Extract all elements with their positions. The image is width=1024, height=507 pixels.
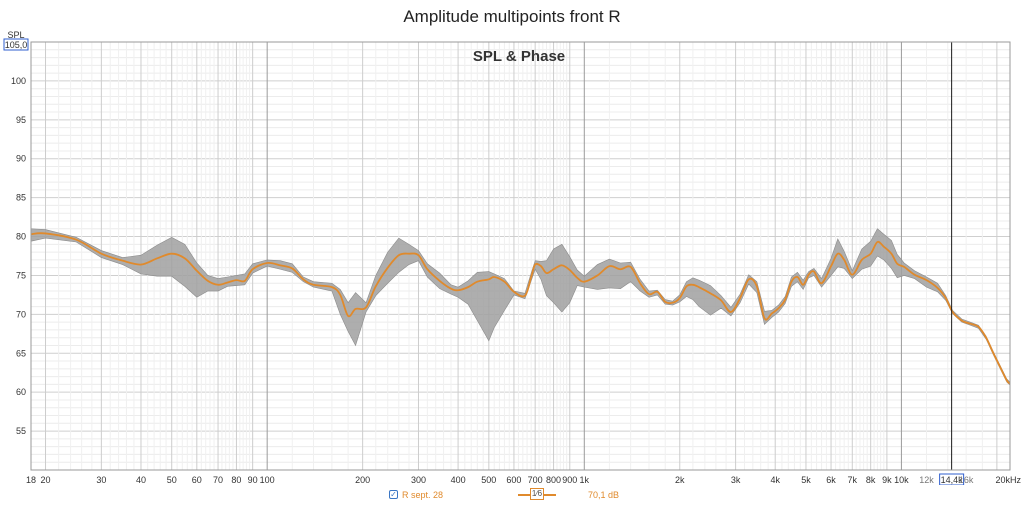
cursor[interactable]: 14,4k	[939, 42, 965, 485]
y-tick-label: 90	[16, 154, 26, 164]
y-readout-value: 105,0	[5, 40, 28, 50]
cursor-readout-value: 14,4k	[941, 475, 964, 485]
x-tick-label: 100	[260, 475, 275, 485]
spl-line[interactable]	[30, 232, 1011, 385]
x-tick-label: 8k	[866, 475, 876, 485]
x-tick-label: 90	[248, 475, 258, 485]
x-unit-label: 20kHz	[995, 475, 1021, 485]
legend-smoothing-badge[interactable]: 1⁄6	[518, 488, 556, 500]
grid	[30, 42, 1011, 470]
y-tick-label: 85	[16, 193, 26, 203]
x-tick-label: 12k	[919, 475, 934, 485]
y-tick-label: 70	[16, 309, 26, 319]
x-tick-label: 80	[231, 475, 241, 485]
y-axis-label: SPL	[7, 30, 24, 40]
x-tick-label: 16k	[959, 475, 974, 485]
y-readout-box[interactable]	[3, 38, 29, 51]
x-tick-label: 300	[411, 475, 426, 485]
y-tick-label: 55	[16, 426, 26, 436]
legend-series-name[interactable]: R sept. 28	[402, 490, 444, 500]
x-tick-label: 60	[192, 475, 202, 485]
smoothing-label: 1⁄6	[530, 488, 544, 500]
x-tick-label: 7k	[848, 475, 858, 485]
y-tick-label: 60	[16, 387, 26, 397]
legend-level: 70,1 dB	[588, 490, 620, 500]
y-tick-label: 75	[16, 270, 26, 280]
x-tick-label: 800	[546, 475, 561, 485]
legend-checkbox[interactable]: ✓	[389, 490, 398, 499]
x-tick-label: 6k	[826, 475, 836, 485]
y-tick-label: 80	[16, 232, 26, 242]
chart-title: SPL & Phase	[473, 48, 565, 65]
window-title: Amplitude multipoints front R	[403, 7, 621, 26]
x-tick-label: 9k	[882, 475, 892, 485]
x-tick-label: 70	[213, 475, 223, 485]
plot-background	[31, 42, 1010, 470]
x-tick-label: 700	[528, 475, 543, 485]
x-tick-label: 1k	[580, 475, 590, 485]
x-tick-label: 400	[451, 475, 466, 485]
x-tick-label: 900	[562, 475, 577, 485]
x-tick-label: 40	[136, 475, 146, 485]
x-tick-label: 4k	[770, 475, 780, 485]
series-curve[interactable]	[30, 232, 1011, 385]
x-tick-label: 10k	[894, 475, 909, 485]
y-tick-label: 95	[16, 115, 26, 125]
x-tick-label: 200	[355, 475, 370, 485]
x-tick-label: 20	[41, 475, 51, 485]
x-tick-label: 500	[481, 475, 496, 485]
x-tick-label: 600	[506, 475, 521, 485]
x-tick-label: 30	[96, 475, 106, 485]
x-tick-label: 2k	[675, 475, 685, 485]
x-tick-label: 3k	[731, 475, 741, 485]
y-tick-label: 100	[11, 76, 26, 86]
x-tick-label: 50	[167, 475, 177, 485]
x-tick-label: 5k	[801, 475, 811, 485]
legend: ✓ R sept. 28 1⁄6 70,1 dB	[0, 488, 1024, 504]
x-tick-label: 18	[26, 475, 36, 485]
plot-border	[30, 41, 1011, 471]
y-tick-label: 65	[16, 348, 26, 358]
cursor-readout-box[interactable]	[939, 473, 965, 485]
